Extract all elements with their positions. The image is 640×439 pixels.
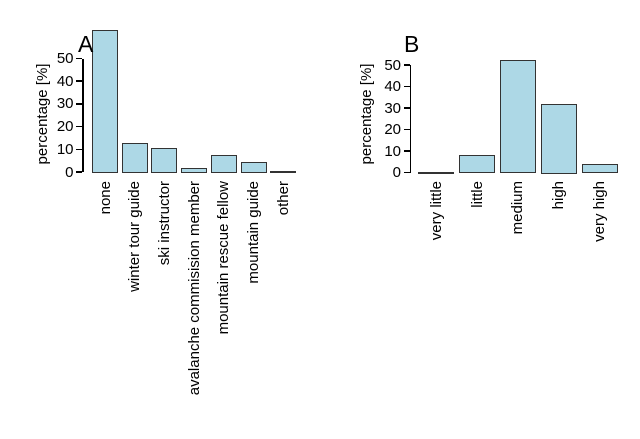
bar (210, 154, 237, 173)
bar (240, 161, 267, 173)
y-axis-tick-label: 40 (56, 72, 74, 90)
x-axis-label: very high (591, 181, 608, 242)
y-axis-tick-label: 50 (56, 50, 74, 67)
y-axis-tick (76, 148, 82, 151)
y-axis-line (82, 58, 84, 172)
y-axis-tick (403, 150, 410, 152)
y-axis-tick-label: 30 (56, 95, 74, 113)
y-axis-title: percentage [%] (357, 63, 375, 165)
x-axis-label: mountain rescue fellow (215, 181, 233, 335)
y-axis-tick-label: 20 (56, 118, 74, 136)
y-axis-tick-label: 0 (65, 163, 74, 181)
y-axis-tick (403, 64, 410, 66)
y-axis-tick-label: 50 (384, 56, 401, 74)
bar (270, 170, 297, 173)
y-axis-tick (76, 57, 82, 60)
bar (418, 171, 455, 174)
y-axis-tick-label: 20 (384, 121, 401, 138)
y-axis-tick (403, 128, 410, 131)
y-axis-tick (76, 125, 82, 128)
y-axis-tick (76, 103, 82, 105)
x-axis-label: avalanche commisision member (185, 181, 203, 396)
x-axis-label: little (468, 181, 486, 208)
y-axis-line (409, 65, 411, 173)
panel-letter: B (404, 31, 420, 57)
bar (499, 59, 536, 174)
bar (151, 148, 178, 173)
y-axis-title: percentage [%] (33, 63, 51, 165)
bar (92, 29, 118, 173)
bar (581, 163, 618, 174)
bar (459, 155, 496, 174)
x-axis-label: other (274, 181, 292, 216)
bar (181, 168, 208, 173)
bar (540, 103, 577, 174)
y-axis-tick-label: 30 (384, 99, 401, 117)
bar (121, 143, 148, 173)
y-axis-tick (403, 171, 410, 174)
y-axis-tick-label: 0 (392, 164, 401, 181)
y-axis-tick (76, 171, 82, 173)
y-axis-tick (403, 85, 410, 88)
x-axis-label: winter tour guide (126, 181, 144, 292)
x-axis-label: medium (509, 181, 527, 235)
x-axis-label: mountain guide (245, 181, 262, 284)
x-axis-label: ski instructor (155, 181, 173, 266)
y-axis-tick (76, 80, 82, 82)
y-axis-tick-label: 40 (384, 78, 401, 95)
y-axis-tick-label: 10 (384, 142, 401, 160)
panel-letter: A (78, 31, 94, 57)
x-axis-label: none (96, 181, 114, 215)
x-axis-label: very little (427, 181, 445, 241)
y-axis-tick-label: 10 (56, 140, 74, 158)
y-axis-tick (403, 107, 410, 109)
x-axis-label: high (550, 181, 568, 210)
